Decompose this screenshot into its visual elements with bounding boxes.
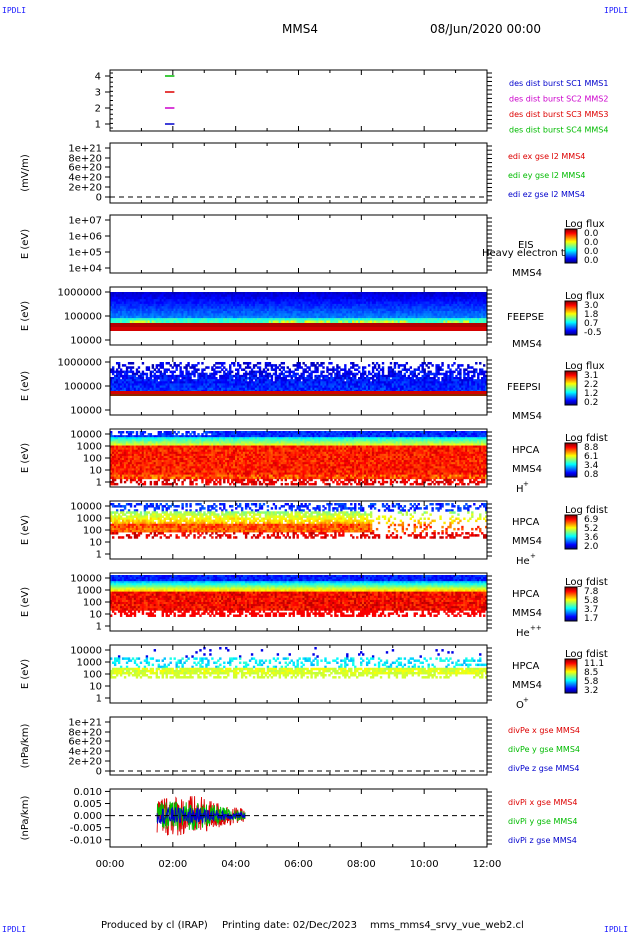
spectro-cell <box>431 364 433 367</box>
spectro-cell <box>479 362 481 365</box>
panel-feeps-i: 100000010000010000E (eV) FEEPSIMMS4Log fl… <box>20 357 605 422</box>
y-tick-label: 0 <box>96 193 102 204</box>
y-tick-label: 4 <box>95 72 101 83</box>
legend-entry: des dist burst SC1 MMS1 <box>509 79 608 88</box>
y-tick-label: 1e+07 <box>68 216 102 227</box>
spectro-cell <box>297 368 299 371</box>
panel-frame <box>110 70 487 131</box>
spectro-cell <box>207 366 209 369</box>
y-tick-label: 1000000 <box>57 288 102 299</box>
corner-label-bottom-left: IPDLI <box>2 925 26 934</box>
spectro-cell <box>259 362 261 365</box>
spectro-cell <box>390 362 392 365</box>
legend-entry: des dist burst SC4 MMS4 <box>509 126 608 135</box>
y-tick-label: 1e+06 <box>68 232 102 243</box>
y-tick-label: 1 <box>95 120 101 131</box>
spectro-cell <box>427 366 429 369</box>
y-tick-label: 1e+05 <box>68 248 102 259</box>
spectro-cell <box>322 366 324 369</box>
colorbar-tick-label: -0.5 <box>584 328 602 338</box>
spectro-cell <box>330 362 332 365</box>
spectro-cell <box>461 364 463 367</box>
y-tick-label: 2 <box>95 104 101 115</box>
panel-frame <box>110 143 487 203</box>
instrument-label: MMS4 <box>512 268 542 279</box>
spectro-cell <box>132 362 134 365</box>
overlay-text: Heavy electron to <box>482 248 571 259</box>
spectro-cell <box>475 362 477 365</box>
spectro-cell <box>283 362 285 365</box>
colorbar <box>565 229 577 263</box>
legend-entry: des dist burst SC3 MMS3 <box>509 110 608 119</box>
spectro-cell <box>316 371 318 374</box>
spectro-cell <box>142 362 144 365</box>
corner-label-bottom-right: IPDLI <box>604 925 628 934</box>
feepse-low-energy-band <box>110 323 487 327</box>
colorbar <box>565 301 577 335</box>
y-tick-label: 3 <box>95 88 101 99</box>
instrument-label: FEEPSE <box>507 312 544 323</box>
spectro-cell <box>219 371 221 374</box>
panel-frame <box>110 215 487 273</box>
y-tick-label: 100000 <box>64 312 102 323</box>
spectro-cell <box>451 364 453 367</box>
y-tick-label: 10000 <box>70 336 102 347</box>
stack-plot: 4 3 2 1 des dist burst SC1 MMS1 des dist burs… <box>0 0 630 915</box>
spectro-cell <box>483 364 485 367</box>
spectro-cell <box>398 366 400 369</box>
colorbar-tick-label: 0.0 <box>584 256 599 266</box>
y-axis-label: (mV/m) <box>20 154 31 192</box>
spectro-cell <box>441 368 443 371</box>
y-tick-label: 1e+04 <box>68 264 102 275</box>
spectro-cell <box>201 362 203 365</box>
y-axis-label: E (eV) <box>20 301 31 331</box>
spectro-cell <box>193 375 195 378</box>
spectro-cell <box>368 364 370 367</box>
legend-entry: edi ey gse l2 MMS4 <box>508 171 586 180</box>
feepse-low-energy-band <box>110 327 487 331</box>
panel-des-dist-burst: 4 3 2 1 des dist burst SC1 MMS1 des dist burs… <box>95 70 609 135</box>
spectro-cell <box>233 364 235 367</box>
legend-entry: edi ez gse l2 MMS4 <box>508 190 585 199</box>
legend-entry: des dist burst SC2 MMS2 <box>509 95 608 104</box>
spectro-cell <box>382 362 384 365</box>
spectro-cell <box>172 366 174 369</box>
instrument-label: MMS4 <box>512 339 542 350</box>
legend-entry: edi ex gse l2 MMS4 <box>508 152 585 161</box>
y-axis-label: E (eV) <box>20 229 31 259</box>
